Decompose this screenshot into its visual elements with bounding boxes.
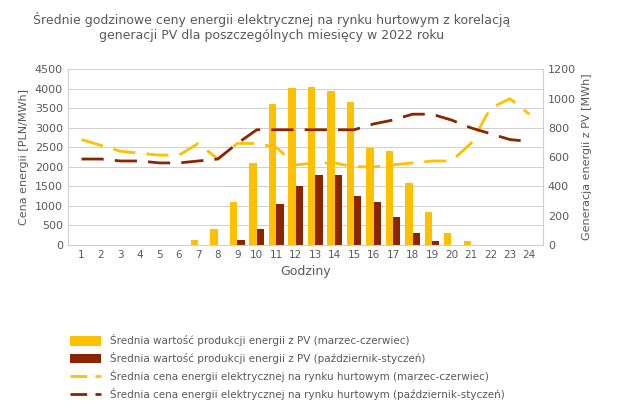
Bar [354, 196, 362, 245]
Bar [413, 233, 420, 245]
Bar [276, 204, 284, 245]
Bar [393, 217, 400, 245]
Bar [191, 240, 198, 245]
Legend: Średnia wartość produkcji energii z PV (marzec-czerwiec), Średnia wartość produk: Średnia wartość produkcji energii z PV (… [67, 331, 508, 403]
Y-axis label: Generacja energii z PV [MWh]: Generacja energii z PV [MWh] [581, 74, 592, 240]
Bar [238, 239, 245, 245]
Bar [405, 184, 413, 245]
Bar [210, 229, 218, 245]
Bar [230, 202, 238, 245]
Bar [257, 229, 264, 245]
Bar [424, 212, 432, 245]
Text: Średnie godzinowe ceny energii elektrycznej na rynku hurtowym z korelacją
genera: Średnie godzinowe ceny energii elektrycz… [33, 12, 510, 42]
Bar [366, 149, 373, 245]
Bar [288, 89, 296, 245]
Bar [269, 104, 276, 245]
Bar [386, 151, 393, 245]
Bar [315, 175, 323, 245]
X-axis label: Godziny: Godziny [280, 265, 331, 278]
Bar [444, 233, 452, 245]
Y-axis label: Cena energii [PLN/MWh]: Cena energii [PLN/MWh] [19, 89, 30, 225]
Bar [373, 202, 381, 245]
Bar [296, 186, 303, 245]
Bar [308, 87, 315, 245]
Bar [347, 102, 354, 245]
Bar [432, 241, 439, 245]
Bar [334, 175, 342, 245]
Bar [327, 91, 334, 245]
Bar [463, 241, 471, 245]
Bar [249, 163, 257, 245]
